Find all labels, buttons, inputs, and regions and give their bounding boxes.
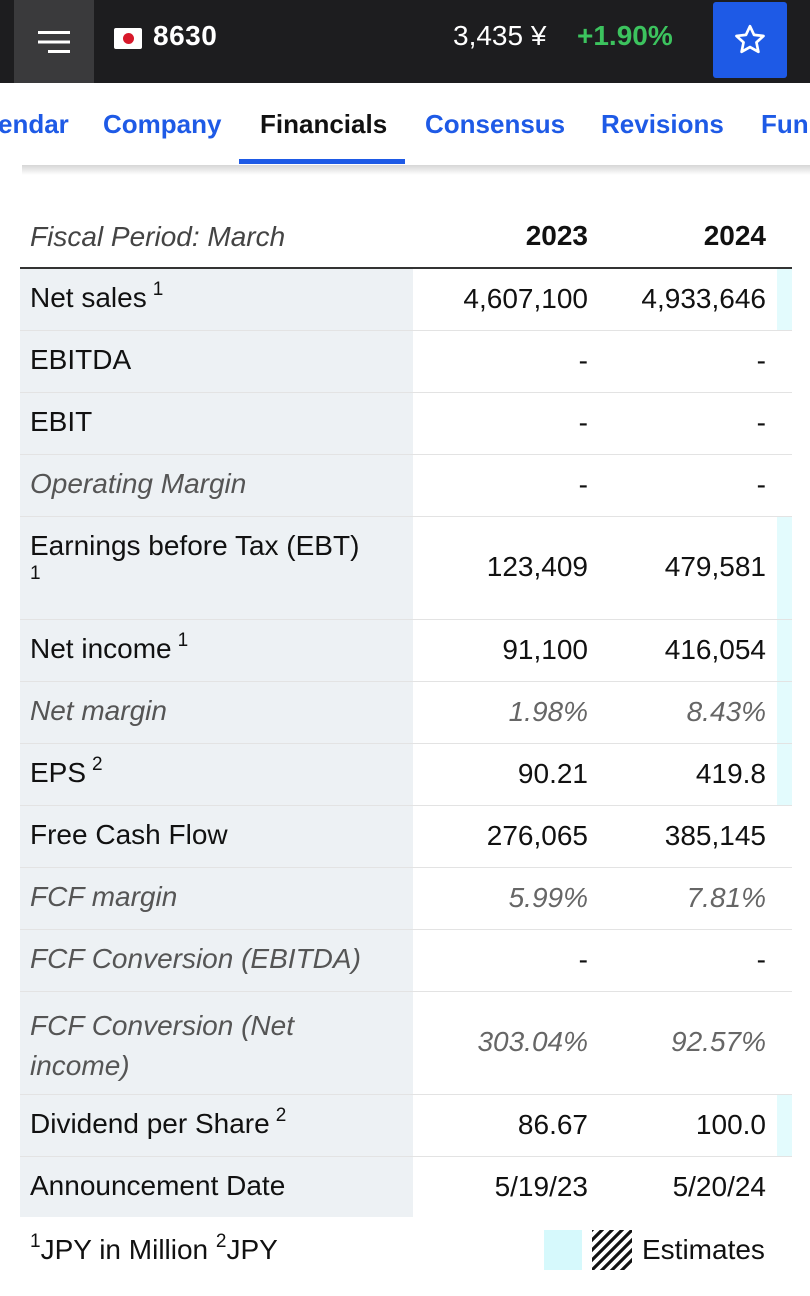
footnote-marker: 1 <box>152 279 164 300</box>
value-2023: 5/19/23 <box>494 1171 588 1202</box>
footnotes: 1JPY in Million 2JPY <box>30 1231 278 1266</box>
tabs-shadow <box>22 165 810 175</box>
estimate-marker <box>777 744 792 805</box>
value-2023: 123,409 <box>486 551 588 582</box>
stock-price: 3,435 ¥ <box>453 20 547 51</box>
price-change: +1.90% <box>577 20 673 51</box>
value-2024: 4,933,646 <box>641 283 766 314</box>
value-2023: 91,100 <box>502 634 588 665</box>
top-bar: 8630 3,435 ¥ +1.90% <box>0 0 810 83</box>
row-label: Operating Margin <box>30 468 247 499</box>
table-row-operating-margin[interactable]: Operating Margin - - <box>20 455 792 517</box>
row-label: Net sales <box>30 282 147 313</box>
tab-consensus[interactable]: Consensus <box>425 109 566 139</box>
table-row-fcf-margin[interactable]: FCF margin 5.99% 7.81% <box>20 868 792 930</box>
year-header-2024: 2024 <box>703 220 766 251</box>
value-2024: 479,581 <box>664 551 766 582</box>
row-label: EBIT <box>30 406 93 437</box>
value-2023: 90.21 <box>517 758 588 789</box>
table-header: Fiscal Period: March 2023 2024 <box>20 203 792 269</box>
active-tab-indicator <box>239 159 405 164</box>
table-row-announcement-date[interactable]: Announcement Date 5/19/23 5/20/24 <box>20 1157 792 1217</box>
estimate-marker <box>777 682 792 743</box>
row-label: Net income <box>30 633 172 664</box>
estimate-marker <box>777 269 792 330</box>
tab-company[interactable]: Company <box>103 109 222 139</box>
fiscal-period-label: Fiscal Period: March <box>30 221 286 252</box>
row-label: Announcement Date <box>30 1170 286 1201</box>
menu-button[interactable] <box>14 0 94 83</box>
value-2024: 92.57% <box>671 1026 766 1057</box>
tab-fundamentals[interactable]: Fun <box>761 109 809 139</box>
row-label: Earnings before Tax (EBT) <box>30 530 360 561</box>
japan-flag-icon <box>114 28 142 49</box>
year-header-2023: 2023 <box>525 220 588 251</box>
footnote-1: JPY in Million <box>40 1234 209 1265</box>
tab-calendar[interactable]: endar <box>0 109 69 139</box>
footnote-mark-1: 1 <box>30 1231 41 1252</box>
table-row-net-income[interactable]: Net income 1 91,100 416,054 <box>20 620 792 682</box>
estimates-legend-label: Estimates <box>642 1234 765 1265</box>
value-2023: - <box>578 469 588 500</box>
estimate-marker <box>777 1095 792 1156</box>
table-row-ebitda[interactable]: EBITDA - - <box>20 331 792 393</box>
tab-revisions[interactable]: Revisions <box>601 109 724 139</box>
row-label: FCF Conversion (Net income) <box>30 1010 295 1081</box>
value-2023: 5.99% <box>508 882 588 913</box>
value-2023: - <box>578 345 588 376</box>
table-row-free-cash-flow[interactable]: Free Cash Flow 276,065 385,145 <box>20 806 792 868</box>
estimate-marker <box>777 620 792 681</box>
value-2024: 100.0 <box>695 1109 766 1140</box>
value-2024: 5/20/24 <box>672 1171 766 1202</box>
row-label: Dividend per Share <box>30 1108 270 1139</box>
value-2023: - <box>578 407 588 438</box>
table-row-eps[interactable]: EPS 2 90.21 419.8 <box>20 744 792 806</box>
row-label: EBITDA <box>30 344 132 375</box>
tab-financials[interactable]: Financials <box>260 109 388 139</box>
financials-table: Fiscal Period: March 2023 2024 Net sales… <box>20 203 792 1217</box>
footnote-2: JPY <box>226 1234 278 1265</box>
hatch-pattern-icon <box>592 1230 632 1270</box>
section-tabs: endar Company Financials Consensus Revis… <box>0 83 810 165</box>
row-label: EPS <box>30 757 87 788</box>
footnote-marker: 2 <box>275 1105 287 1126</box>
footnote-mark-2: 2 <box>215 1231 227 1252</box>
hamburger-menu-icon <box>38 30 70 53</box>
ticker-symbol: 8630 <box>153 20 218 51</box>
footnote-marker: 1 <box>30 563 41 584</box>
row-label: Net margin <box>30 695 167 726</box>
row-label: FCF margin <box>30 881 178 912</box>
table-row-ebit[interactable]: EBIT - - <box>20 393 792 455</box>
watchlist-button[interactable] <box>713 2 787 78</box>
value-2024: - <box>756 469 766 500</box>
value-2024: 385,145 <box>664 820 766 851</box>
value-2024: 7.81% <box>686 882 766 913</box>
estimate-marker <box>777 517 792 619</box>
value-2024: - <box>756 944 766 975</box>
row-label: Free Cash Flow <box>30 819 228 850</box>
value-2023: 86.67 <box>517 1109 588 1140</box>
value-2023: 4,607,100 <box>463 283 588 314</box>
footnote-marker: 1 <box>177 630 189 651</box>
row-label: FCF Conversion (EBITDA) <box>30 943 361 974</box>
value-2024: 419.8 <box>695 758 766 789</box>
table-footer: 1JPY in Million 2JPY Estimates <box>20 1222 792 1282</box>
star-icon <box>735 24 765 54</box>
value-2024: 416,054 <box>664 634 766 665</box>
value-2023: 1.98% <box>508 696 588 727</box>
value-2023: 276,065 <box>486 820 588 851</box>
table-row-fcf-conversion-ebitda[interactable]: FCF Conversion (EBITDA) - - <box>20 930 792 992</box>
footnote-marker: 2 <box>92 754 103 775</box>
table-row-net-margin[interactable]: Net margin 1.98% 8.43% <box>20 682 792 744</box>
value-2023: - <box>578 944 588 975</box>
estimate-color-swatch <box>544 1230 582 1270</box>
table-row-ebt[interactable]: Earnings before Tax (EBT) 1 123,409 479,5… <box>20 517 792 620</box>
table-row-fcf-conversion-net-income[interactable]: FCF Conversion (Net income) 303.04% 92.5… <box>20 992 792 1095</box>
value-2024: 8.43% <box>686 696 766 727</box>
value-2023: 303.04% <box>477 1026 588 1057</box>
value-2024: - <box>756 407 766 438</box>
value-2024: - <box>756 345 766 376</box>
table-row-net-sales[interactable]: Net sales 1 4,607,100 4,933,646 <box>20 269 792 331</box>
table-row-dividend-per-share[interactable]: Dividend per Share 2 86.67 100.0 <box>20 1095 792 1157</box>
